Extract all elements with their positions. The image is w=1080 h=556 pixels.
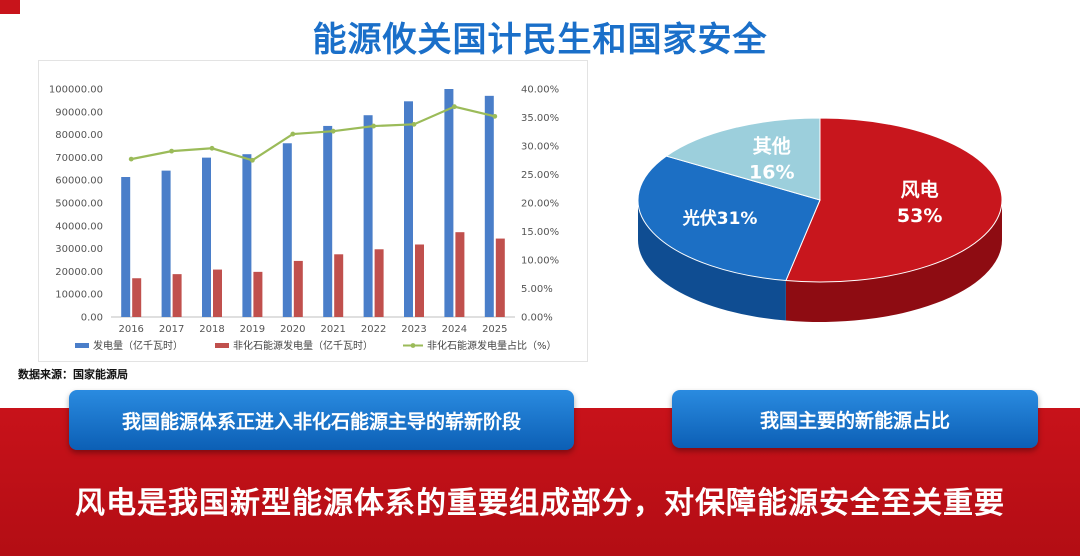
x-tick-label: 2023 — [401, 324, 426, 335]
bar-total-generation — [121, 177, 131, 317]
line-point-nonfossil-share — [250, 157, 255, 163]
line-point-nonfossil-share — [290, 131, 296, 137]
x-tick-label: 2018 — [199, 324, 224, 335]
bar-total-generation — [484, 95, 494, 317]
y-right-tick-label: 35.00% — [521, 113, 559, 124]
bar-nonfossil-generation — [415, 244, 424, 317]
x-tick-label: 2024 — [442, 324, 467, 335]
y-left-tick-label: 70000.00 — [55, 153, 103, 164]
bar-total-generation — [282, 143, 292, 317]
bar-total-generation — [444, 89, 454, 317]
line-point-nonfossil-share — [452, 104, 457, 110]
data-source-note: 数据来源：国家能源局 — [18, 368, 128, 381]
bar-nonfossil-generation — [374, 249, 384, 317]
y-right-tick-label: 5.00% — [521, 284, 553, 295]
bar-nonfossil-generation — [172, 274, 182, 317]
combo-chart: 0.00 10000.00 20000.00 30000.00 40000.00 5000… — [49, 85, 559, 353]
line-point-nonfossil-share — [492, 113, 498, 119]
bar-total-generation — [363, 115, 373, 317]
line-point-nonfossil-share — [330, 128, 336, 134]
bar-nonfossil-generation — [213, 269, 222, 317]
y-right-tick-label: 0.00% — [521, 313, 553, 324]
pie-slice — [785, 117, 1003, 283]
y-left-tick-label: 80000.00 — [55, 130, 103, 141]
x-tick-label: 2022 — [361, 324, 386, 335]
y-right-tick-label: 20.00% — [521, 199, 559, 210]
bar-total-generation — [202, 157, 211, 317]
page-title: 能源攸关国计民生和国家安全 — [312, 20, 768, 60]
bar-total-generation — [323, 125, 333, 317]
y-right-tick-label: 10.00% — [521, 256, 559, 267]
y-right-tick-label: 40.00% — [521, 85, 559, 96]
legend-label-total: 发电量（亿千瓦时） — [93, 339, 183, 352]
y-left-tick-label: 50000.00 — [55, 199, 103, 210]
pie-slice-side — [638, 200, 786, 321]
headline: 风电是我国新型能源体系的重要组成部分，对保障能源安全至关重要 — [75, 486, 1005, 521]
bar-nonfossil-generation — [293, 260, 303, 317]
bar-nonfossil-generation — [495, 238, 505, 317]
line-point-nonfossil-share — [371, 123, 376, 129]
x-tick-label: 2019 — [240, 324, 265, 335]
line-point-nonfossil-share — [128, 156, 134, 162]
legend-marker-share — [410, 343, 416, 348]
y-left-tick-label: 10000.00 — [55, 290, 103, 301]
combo-chart-panel: 0.00 10000.00 20000.00 30000.00 40000.00 5000… — [38, 60, 588, 362]
legend-swatch-total — [75, 343, 89, 348]
pie-slice — [665, 117, 821, 201]
y-right-tick-label: 30.00% — [521, 142, 559, 153]
pie-chart: 风电 53% 光伏31% 其他 16% — [637, 117, 1003, 322]
y-left-tick-label: 20000.00 — [55, 267, 103, 278]
y-right-tick-label: 15.00% — [521, 227, 559, 238]
legend-label-share: 非化石能源发电量占比（%） — [427, 339, 557, 352]
pie-slice-side — [785, 200, 1002, 322]
legend-label-nonfossil: 非化石能源发电量（亿千瓦时） — [233, 339, 373, 352]
y-left-tick-label: 40000.00 — [55, 221, 103, 232]
bar-nonfossil-generation — [253, 271, 263, 317]
pie-label-value: 16% — [749, 161, 794, 183]
pie-label-value: 53% — [897, 205, 942, 227]
x-tick-label: 2017 — [159, 324, 184, 335]
y-left-tick-label: 30000.00 — [55, 244, 103, 255]
x-tick-label: 2025 — [482, 324, 507, 335]
y-left-tick-label: 100000.00 — [49, 85, 103, 96]
caption-right: 我国主要的新能源占比 — [672, 390, 1038, 448]
line-point-nonfossil-share — [209, 145, 215, 151]
line-point-nonfossil-share — [411, 121, 417, 127]
x-tick-label: 2021 — [320, 324, 345, 335]
bar-nonfossil-generation — [132, 278, 142, 317]
bar-total-generation — [404, 101, 413, 317]
x-tick-label: 2016 — [118, 324, 143, 335]
pie-label-name: 其他 — [753, 134, 791, 157]
y-left-tick-label: 60000.00 — [55, 176, 103, 187]
pie-label: 光伏31% — [682, 208, 758, 229]
line-point-nonfossil-share — [169, 148, 175, 154]
line-nonfossil-share — [130, 105, 496, 162]
y-left-tick-label: 0.00 — [81, 313, 103, 324]
corner-accent — [0, 0, 20, 14]
caption-left: 我国能源体系正进入非化石能源主导的崭新阶段 — [69, 390, 574, 450]
x-tick-label: 2020 — [280, 324, 305, 335]
bar-nonfossil-generation — [334, 254, 344, 317]
pie-label-name: 风电 — [901, 178, 939, 201]
y-left-tick-label: 90000.00 — [55, 107, 103, 118]
legend-swatch-nonfossil — [215, 343, 229, 348]
y-right-tick-label: 25.00% — [521, 170, 559, 181]
bar-total-generation — [161, 170, 171, 317]
bar-nonfossil-generation — [455, 232, 465, 317]
pie-chart-panel: 风电 53% 光伏31% 其他 16% — [620, 104, 1040, 334]
bar-total-generation — [242, 154, 252, 317]
